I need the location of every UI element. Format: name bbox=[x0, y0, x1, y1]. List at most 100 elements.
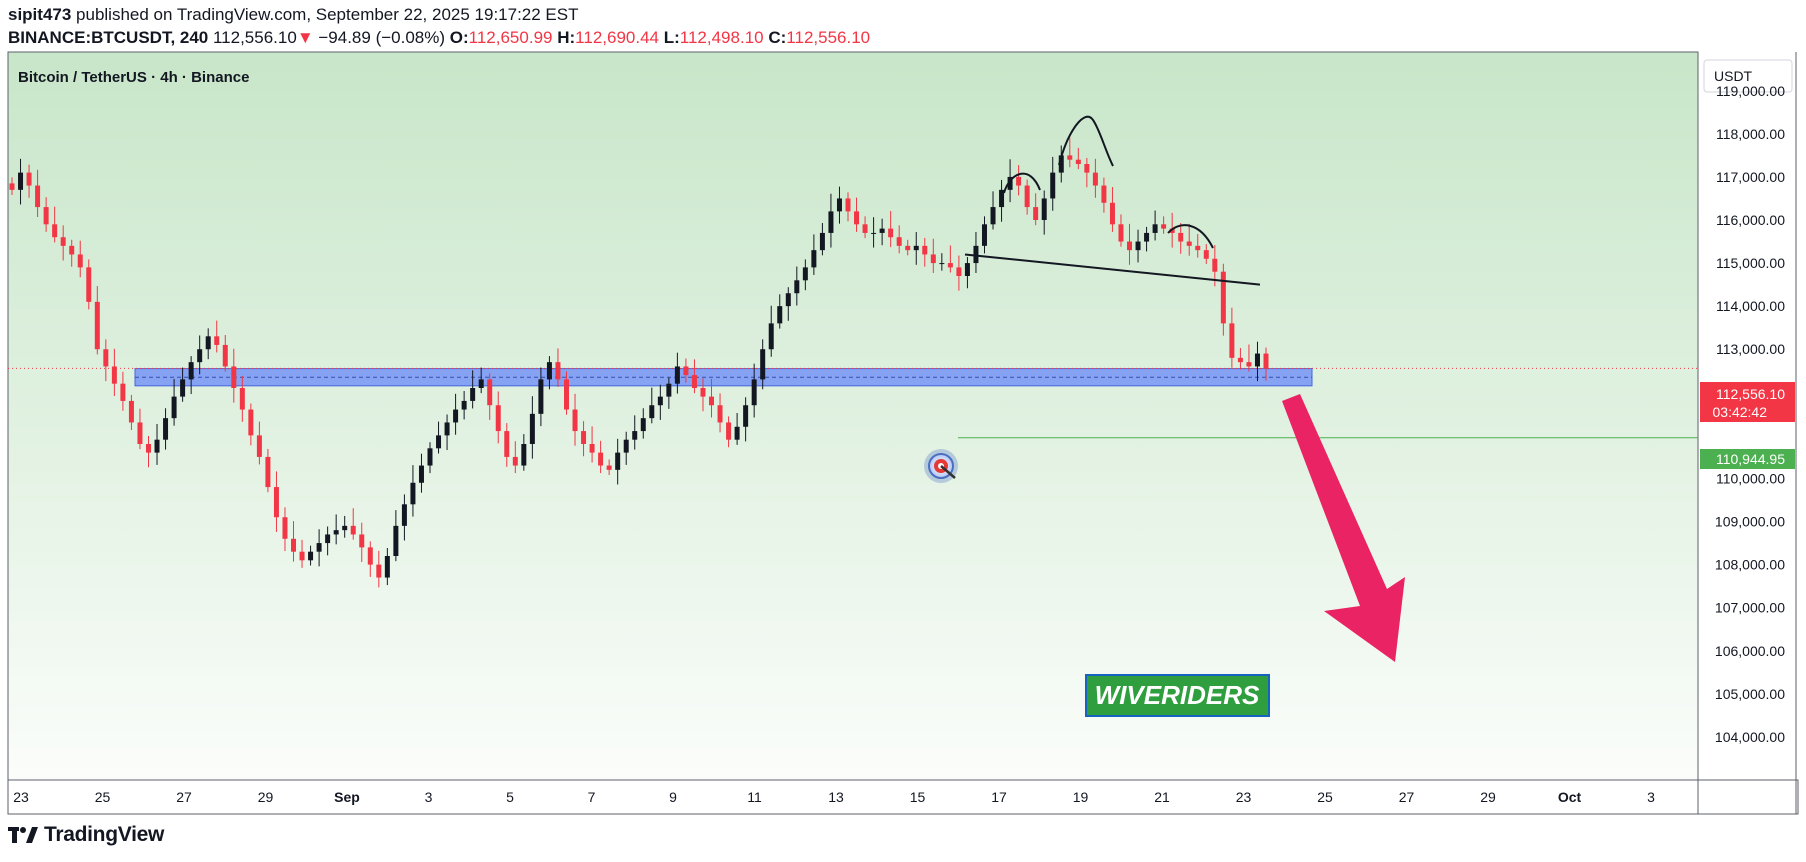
right-shoulder-drawing[interactable] bbox=[1167, 224, 1214, 249]
candle-body bbox=[785, 293, 791, 307]
candle-body bbox=[333, 530, 339, 535]
target-icon[interactable] bbox=[924, 449, 958, 483]
candle-body bbox=[555, 362, 561, 380]
candle-body bbox=[683, 366, 689, 376]
candle-body bbox=[981, 224, 987, 246]
y-tick-label: 116,000.00 bbox=[1716, 212, 1785, 228]
x-tick-label: Sep bbox=[334, 789, 360, 805]
candle-body bbox=[401, 504, 407, 526]
candle-body bbox=[828, 211, 834, 233]
left-shoulder-drawing[interactable] bbox=[1003, 172, 1041, 194]
candle-body bbox=[94, 301, 100, 350]
candle-body bbox=[1024, 185, 1030, 208]
candle-body bbox=[1058, 155, 1064, 173]
candle-body bbox=[845, 198, 851, 212]
currency-button[interactable]: USDT bbox=[1703, 59, 1793, 93]
plot-background bbox=[8, 52, 1698, 780]
candle-body bbox=[111, 366, 117, 384]
support-zone[interactable] bbox=[134, 368, 1313, 387]
candle-body bbox=[1101, 185, 1107, 203]
y-tick-label: 106,000.00 bbox=[1715, 643, 1785, 659]
candle-body bbox=[291, 538, 297, 552]
watermark-badge: WIVERIDERS bbox=[1085, 674, 1270, 717]
candle-body bbox=[1033, 207, 1039, 220]
candle-body bbox=[180, 379, 186, 397]
candle-body bbox=[854, 211, 860, 225]
candle-body bbox=[572, 409, 578, 432]
candle-body bbox=[913, 245, 919, 251]
candle-body bbox=[384, 556, 390, 578]
candle-body bbox=[999, 189, 1005, 208]
candle-body bbox=[1118, 224, 1124, 242]
candle-body bbox=[1016, 176, 1022, 186]
x-tick-label: 3 bbox=[425, 789, 433, 805]
candle-body bbox=[1186, 241, 1192, 246]
candle-body bbox=[154, 439, 160, 453]
candle-body bbox=[862, 224, 868, 233]
candle-body bbox=[52, 224, 58, 238]
candle-body bbox=[205, 336, 211, 350]
candle-body bbox=[691, 375, 697, 388]
candle-body bbox=[734, 426, 740, 440]
candle-body bbox=[1220, 271, 1226, 324]
x-tick-label: 29 bbox=[258, 789, 274, 805]
candle-body bbox=[214, 336, 220, 345]
price-chart[interactable]: Bitcoin / TetherUS · 4h · Binance USDT 1… bbox=[0, 0, 1806, 816]
candle-body bbox=[1109, 202, 1115, 225]
x-tick-label: Oct bbox=[1558, 789, 1582, 805]
candle-body bbox=[35, 185, 41, 208]
x-tick-label: 11 bbox=[747, 789, 762, 805]
candle-body bbox=[427, 448, 433, 466]
candle-body bbox=[1169, 228, 1175, 233]
candle-body bbox=[444, 422, 450, 436]
candle-body bbox=[760, 349, 766, 380]
candle-body bbox=[103, 349, 109, 367]
bearish-arrow[interactable] bbox=[1282, 394, 1405, 662]
time-axis[interactable] bbox=[7, 779, 1799, 815]
candle-body bbox=[1144, 232, 1150, 242]
candle-body bbox=[836, 198, 842, 212]
y-tick-label: 113,000.00 bbox=[1716, 341, 1785, 357]
x-tick-label: 19 bbox=[1073, 789, 1089, 805]
x-tick-label: 27 bbox=[1399, 789, 1415, 805]
x-tick-labels: 23 25 27 29 Sep 3 5 7 9 11 13 15 17 19 21 23 25 27 29 Oct 3 bbox=[13, 789, 1655, 805]
candle-body bbox=[888, 228, 894, 238]
price-tag-price: 112,556.10 bbox=[1716, 386, 1785, 402]
candle-body bbox=[1254, 353, 1260, 367]
x-tick-label: 13 bbox=[828, 789, 844, 805]
candle-body bbox=[879, 228, 885, 233]
candle-body bbox=[1229, 323, 1235, 358]
tradingview-brand: TradingView bbox=[44, 823, 165, 846]
candle-body bbox=[1212, 258, 1218, 272]
candle-body bbox=[256, 435, 262, 457]
candle-body bbox=[563, 379, 569, 410]
x-tick-label: 5 bbox=[506, 789, 514, 805]
y-tick-labels: 104,000.00 105,000.00 106,000.00 107,000.00… bbox=[1715, 83, 1785, 745]
close-value: 112,556.10 bbox=[786, 28, 871, 47]
tradingview-logo[interactable]: TradingView bbox=[8, 823, 164, 847]
candle-body bbox=[120, 383, 126, 401]
candle-body bbox=[1041, 198, 1047, 220]
candle-body bbox=[376, 564, 382, 578]
candle-body bbox=[700, 388, 706, 397]
candle-body bbox=[1092, 172, 1098, 186]
candle-body bbox=[145, 444, 151, 453]
candlestick-series bbox=[9, 137, 1269, 588]
candle-body bbox=[606, 465, 612, 470]
x-tick-label: 23 bbox=[1236, 789, 1252, 805]
down-triangle-icon: ▼ bbox=[296, 28, 314, 47]
neckline-trendline[interactable] bbox=[964, 253, 1261, 286]
high-label: H: bbox=[557, 28, 576, 47]
y-tick-label: 105,000.00 bbox=[1715, 686, 1785, 702]
candle-body bbox=[418, 465, 424, 483]
candle-body bbox=[325, 534, 331, 544]
candle-body bbox=[615, 452, 621, 470]
candle-body bbox=[299, 551, 305, 561]
candle-body bbox=[69, 245, 75, 255]
candle-body bbox=[956, 267, 962, 276]
candle-body bbox=[410, 482, 416, 505]
publisher-rest: published on TradingView.com, September … bbox=[71, 5, 579, 24]
x-tick-label: 25 bbox=[95, 789, 111, 805]
head-drawing[interactable] bbox=[1058, 115, 1114, 167]
candle-body bbox=[1161, 224, 1167, 229]
